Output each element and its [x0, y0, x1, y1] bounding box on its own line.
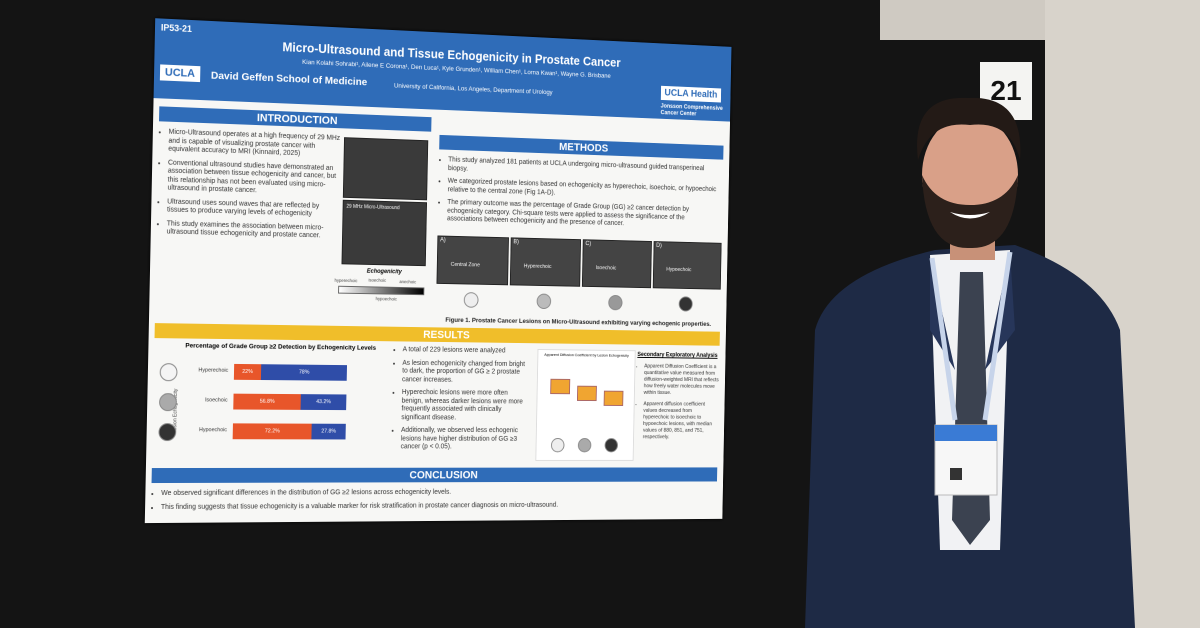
smile: [950, 212, 990, 219]
badge-qr: [950, 468, 962, 480]
lapel: [930, 252, 1015, 370]
hair: [917, 97, 1021, 160]
lanyard: [929, 251, 1013, 421]
wall: [880, 0, 1045, 40]
badge-header: [935, 425, 997, 441]
beard: [922, 175, 1018, 249]
